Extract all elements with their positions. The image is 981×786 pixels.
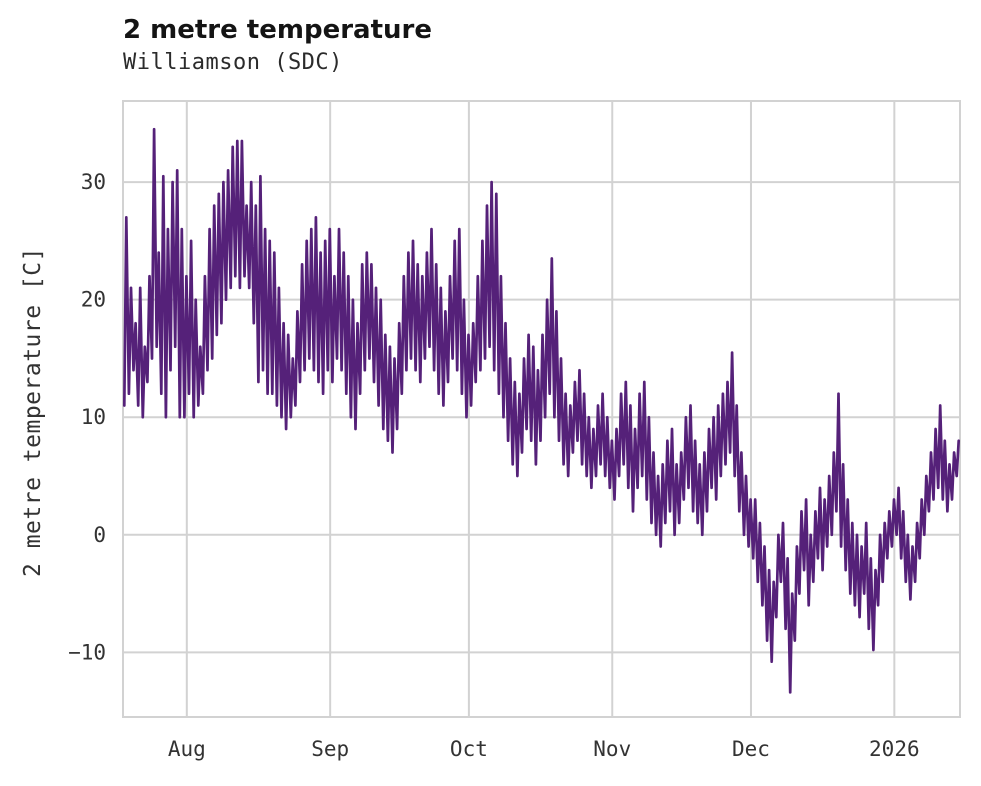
y-tick-label: 20 [81,288,106,312]
y-tick-label: 10 [81,405,106,429]
y-tick-labels: 30 20 10 0 −10 [68,170,106,664]
plot-border [122,100,961,718]
chart-subtitle: Williamson (SDC) [123,50,343,75]
x-tick-label: Dec [732,737,770,761]
temperature-series [122,127,961,694]
x-tick-labels: Aug Sep Oct Nov Dec 2026 [168,737,920,761]
y-tick-label: 0 [93,523,106,547]
x-tick-label: Oct [450,737,488,761]
x-tick-label: Sep [311,737,349,761]
y-tick-label: 30 [81,170,106,194]
chart-title: 2 metre temperature [123,15,432,45]
x-tick-label: 2026 [869,737,920,761]
x-tick-label: Nov [593,737,631,761]
y-axis-label: 2 metre temperature [C] [20,247,46,577]
x-tick-label: Aug [168,737,206,761]
y-tick-label: −10 [68,640,106,664]
